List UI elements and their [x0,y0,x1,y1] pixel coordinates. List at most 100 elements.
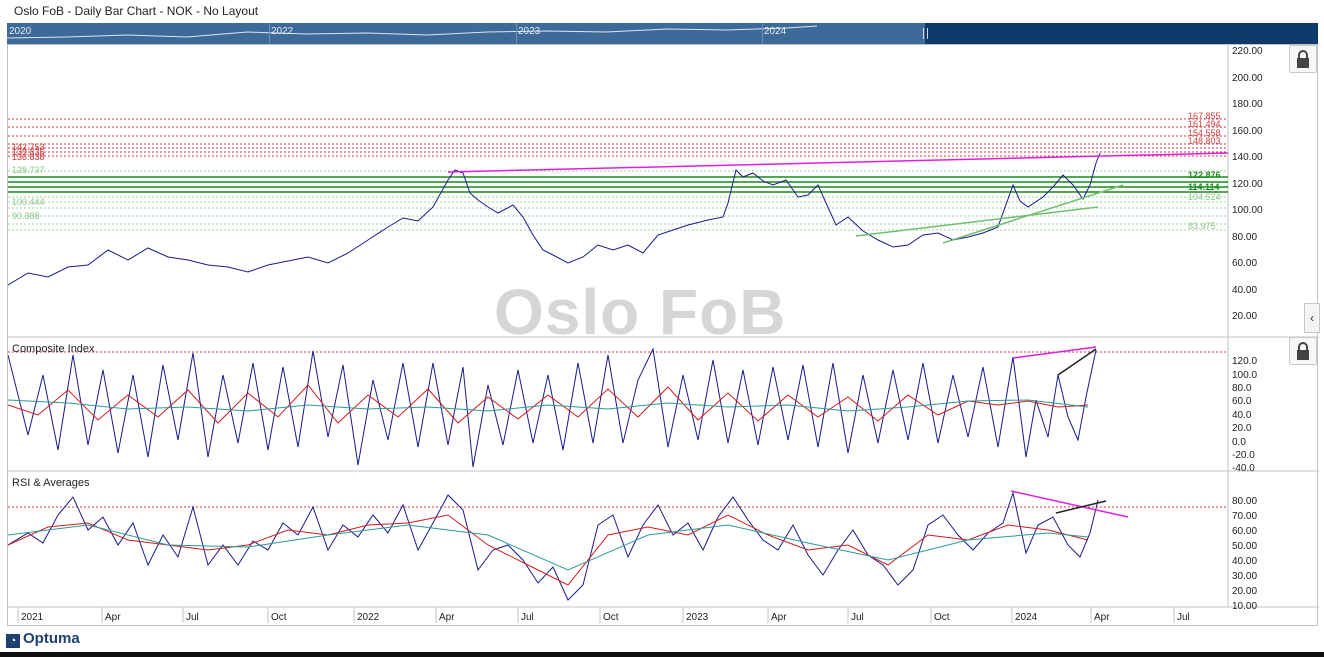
rsi-axis: 80.00 70.00 60.00 50.00 40.00 30.00 20.0… [1232,496,1257,612]
axis-tick-label: 20.00 [1232,586,1257,597]
overview-navigator[interactable]: 2020 2022 2023 2024 [7,23,1318,44]
price-axis: 220.00 200.00 180.00 160.00 140.00 120.0… [1232,46,1263,322]
price-series-line[interactable] [8,152,1101,286]
axis-tick-label: 10.00 [1232,601,1257,612]
axis-tick-label: 60.00 [1232,258,1257,269]
level-label: 83.975 [1188,221,1216,231]
level-label: 114.114 [1188,182,1220,192]
axis-tick-label: -20.0 [1232,450,1255,461]
axis-tick-label: 80.00 [1232,232,1257,243]
time-tick-label: 2021 [21,612,44,623]
time-tick-label: Apr [1094,612,1110,623]
time-tick-label: Jul [1177,612,1190,623]
time-tick-label: Oct [271,612,287,623]
overview-sparkline [7,25,818,39]
level-label: 136.838 [12,152,45,162]
lock-icon-price[interactable] [1289,45,1317,73]
level-label: 90.388 [12,211,40,221]
time-tick-label: Oct [603,612,619,623]
axis-tick-label: 80.00 [1232,496,1257,507]
level-label: 142.753 [12,142,45,152]
level-label: 139.836 [12,147,45,157]
axis-tick-label: 40.00 [1232,556,1257,567]
level-label: 100.444 [12,197,45,207]
support-trendline[interactable] [855,206,1099,237]
lock-icon [1297,50,1309,68]
axis-tick-label: 100.00 [1232,205,1263,216]
time-tick-label: Jul [851,612,864,623]
green-levels[interactable] [8,176,1228,193]
watermark: Oslo FoB [494,276,787,348]
axis-tick-label: 70.00 [1232,511,1257,522]
axis-tick-label: 160.00 [1232,126,1263,137]
time-tick-label: Apr [105,612,121,623]
level-label: 148.803 [1188,136,1221,146]
overview-divider [762,23,763,44]
rsi-fast-average[interactable] [8,514,1089,586]
axis-tick-label: 40.00 [1232,285,1257,296]
axis-tick-label: 200.00 [1232,73,1263,84]
red-levels[interactable] [8,118,1228,157]
time-tick-label: Jul [186,612,199,623]
axis-tick-label: -40.0 [1232,463,1255,474]
time-axis: 2021 Apr Jul Oct 2022 Apr Jul Oct 2023 A… [17,607,1190,623]
axis-tick-label: 180.00 [1232,99,1263,110]
collapse-panel-arrow-icon[interactable]: ‹ [1304,303,1320,333]
axis-tick-label: 120.00 [1232,179,1263,190]
optuma-logo: ◔ Optuma [6,630,80,648]
axis-tick-label: 20.00 [1232,311,1257,322]
axis-tick-label: 20.0 [1232,423,1252,434]
overview-year: 2020 [9,26,32,37]
support-trendline[interactable] [942,184,1124,244]
overview-year: 2023 [518,26,541,37]
overview-drag-handle[interactable] [923,28,928,39]
level-label: 128.737 [12,165,45,175]
axis-tick-label: 140.00 [1232,152,1263,163]
rsi-line[interactable] [8,491,1099,601]
composite-fast-average[interactable] [8,384,1089,424]
axis-tick-label: 40.0 [1232,410,1252,421]
chart-canvas: 142.753 139.836 136.838 128.737 100.444 … [8,45,1319,623]
axis-tick-label: 60.0 [1232,396,1252,407]
bottom-bar [0,652,1324,657]
light-levels[interactable] [8,170,1228,231]
window-title: Oslo FoB - Daily Bar Chart - NOK - No La… [14,4,259,18]
rsi-trend-line[interactable] [1055,500,1107,514]
composite-divergence-line[interactable] [1012,346,1097,359]
composite-panel-label: Composite Index [12,343,95,355]
rsi-panel-label: RSI & Averages [12,477,90,489]
overview-year: 2022 [271,26,294,37]
level-label: 161.494 [1188,119,1221,129]
lock-icon-composite[interactable] [1289,337,1317,365]
composite-slow-average[interactable] [8,399,1089,412]
time-tick-label: 2022 [357,612,380,623]
time-tick-label: Oct [934,612,950,623]
chart-area[interactable]: 142.753 139.836 136.838 128.737 100.444 … [7,44,1319,626]
overview-divider [516,23,517,44]
level-label: 154.558 [1188,128,1221,138]
time-tick-label: Apr [771,612,787,623]
logo-text: Optuma [23,630,80,647]
lock-icon [1297,342,1309,360]
axis-tick-label: 100.0 [1232,370,1257,381]
time-tick-label: 2023 [686,612,709,623]
axis-tick-label: 50.00 [1232,541,1257,552]
composite-axis: 120.0 100.0 80.0 60.0 40.0 20.0 0.0 -20.… [1232,356,1257,474]
axis-tick-label: 60.00 [1232,526,1257,537]
axis-tick-label: 120.0 [1232,356,1257,367]
resistance-trendline[interactable] [447,152,1229,173]
level-label: 167.855 [1188,111,1221,121]
logo-mark-icon: ◔ [6,634,20,648]
axis-tick-label: 220.00 [1232,46,1263,57]
overview-year: 2024 [764,26,787,37]
rsi-divergence-line[interactable] [1010,490,1129,518]
axis-tick-label: 80.0 [1232,383,1252,394]
composite-trend-line[interactable] [1057,348,1097,376]
axis-tick-label: 0.0 [1232,437,1246,448]
overview-divider [269,23,270,44]
rsi-slow-average[interactable] [8,524,1089,571]
axis-tick-label: 30.00 [1232,571,1257,582]
level-label: 122.876 [1188,170,1221,180]
time-tick-label: Jul [521,612,534,623]
time-tick-label: 2024 [1015,612,1038,623]
